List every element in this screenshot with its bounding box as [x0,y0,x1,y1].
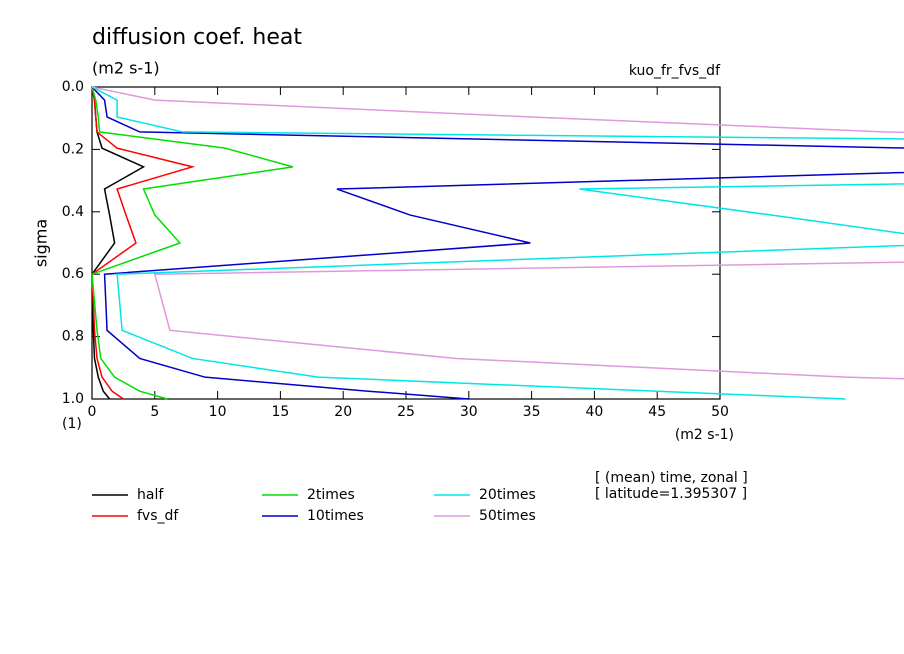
series-line [91,86,196,400]
legend-label: 50times [479,508,536,524]
legend-label: 20times [479,487,536,503]
id-label: kuo_fr_fvs_df [629,63,721,79]
y-tick-label: 0.2 [62,141,84,157]
x-tick-label: 10 [209,404,227,420]
y-tick-label: 0.4 [62,204,84,220]
legend-label: fvs_df [137,508,179,524]
chart-title: diffusion coef. heat [92,25,302,50]
y-tick-label: 0.8 [62,329,84,345]
x-tick-label: 50 [711,404,729,420]
y-tick-label: 0.6 [62,266,84,282]
annotation: [ latitude=1.395307 ] [595,486,747,502]
series-line [91,86,904,380]
x-tick-label: 5 [150,404,159,420]
legend-label: half [137,487,164,503]
x-tick-label: 15 [271,404,289,420]
y-unit: (1) [62,416,82,432]
x-tick-label: 35 [523,404,541,420]
legend-label: 10times [307,508,364,524]
series-line [91,86,904,400]
annotation: [ (mean) time, zonal ] [595,470,748,486]
series-line [91,86,294,400]
y-tick-label: 1.0 [62,391,84,407]
x-unit: (m2 s-1) [675,427,734,443]
y-axis-label: sigma [32,219,51,267]
x-tick-label: 20 [334,404,352,420]
x-tick-label: 0 [88,404,97,420]
legend-label: 2times [307,487,355,503]
x-tick-label: 40 [585,404,603,420]
x-tick-label: 25 [397,404,415,420]
chart-subtitle: (m2 s-1) [92,59,160,78]
y-tick-label: 0.0 [62,79,84,95]
series-line [91,86,904,400]
x-tick-label: 45 [648,404,666,420]
x-tick-label: 30 [460,404,478,420]
